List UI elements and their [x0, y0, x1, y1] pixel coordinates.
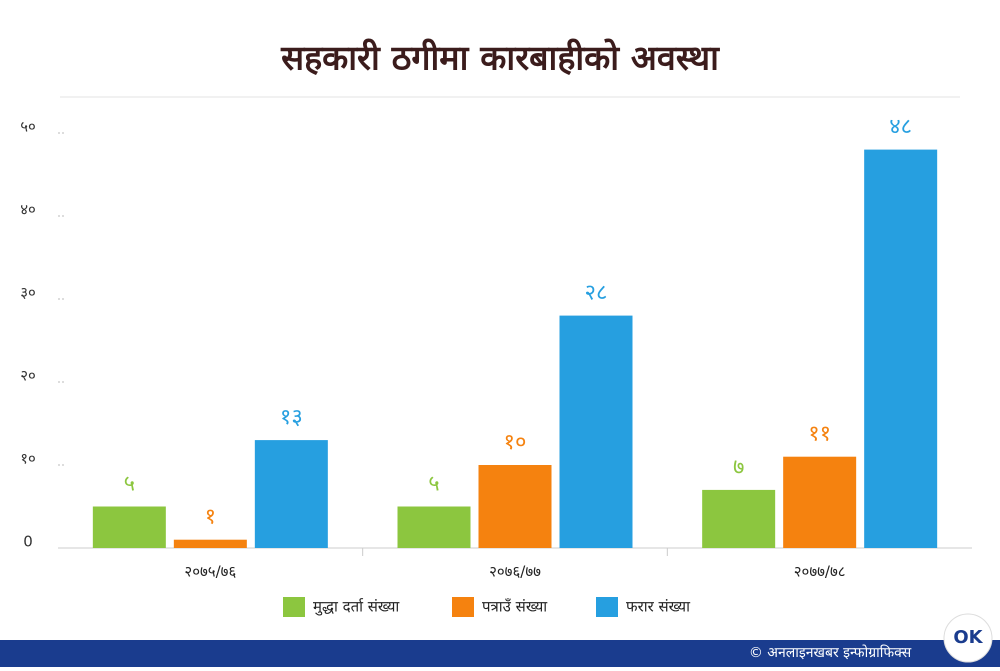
value-label: १० [504, 430, 527, 455]
chart-title: सहकारी ठगीमा कारबाहीको अवस्था [280, 38, 720, 79]
y-tick-label: ३० [20, 284, 36, 302]
bar [254, 440, 328, 548]
legend-swatch [596, 597, 618, 617]
x-tick-label: २०७५/७६ [184, 563, 236, 581]
footer-credit: © अनलाइनखबर इन्फोग्राफिक्स [749, 644, 912, 661]
bar [783, 456, 857, 548]
y-tick-label: 0 [23, 533, 33, 551]
legend-swatch [283, 597, 305, 617]
y-tick-label: ५० [20, 118, 36, 136]
legend-label: पत्राउँ संख्या [482, 598, 548, 616]
bar [478, 465, 552, 548]
value-label: ७ [733, 455, 744, 480]
x-tick-label: २०७७/७८ [794, 563, 846, 581]
x-tick-label: २०७६/७७ [489, 563, 541, 581]
value-label: १३ [280, 405, 303, 430]
value-label: २८ [585, 281, 608, 306]
logo [943, 613, 993, 663]
footer-band [0, 640, 1000, 667]
value-label: ५ [428, 472, 439, 497]
y-tick-label: २० [20, 367, 36, 385]
value-label: ५ [124, 472, 135, 497]
value-label: ४८ [889, 115, 912, 140]
legend-swatch [452, 597, 474, 617]
y-tick-label: ४० [20, 201, 36, 219]
bar [397, 506, 471, 548]
bar [173, 539, 247, 548]
legend-label: मुद्धा दर्ता संख्या [313, 598, 400, 617]
bar [702, 489, 776, 548]
value-label: १ [205, 505, 216, 530]
value-label: ११ [808, 422, 831, 447]
bar [864, 149, 938, 548]
y-tick-label: १० [20, 450, 36, 468]
bar [559, 315, 633, 548]
bar [92, 506, 166, 548]
legend-label: फरार संख्या [626, 598, 691, 616]
logo-text: OK [953, 627, 983, 648]
